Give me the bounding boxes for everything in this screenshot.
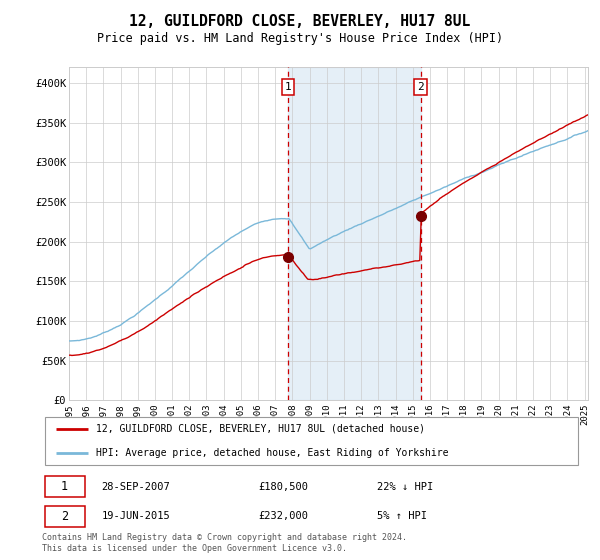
- FancyBboxPatch shape: [45, 506, 85, 527]
- Text: 12, GUILDFORD CLOSE, BEVERLEY, HU17 8UL (detached house): 12, GUILDFORD CLOSE, BEVERLEY, HU17 8UL …: [96, 424, 425, 434]
- Text: £180,500: £180,500: [258, 482, 308, 492]
- Text: Price paid vs. HM Land Registry's House Price Index (HPI): Price paid vs. HM Land Registry's House …: [97, 32, 503, 45]
- Text: 22% ↓ HPI: 22% ↓ HPI: [377, 482, 433, 492]
- FancyBboxPatch shape: [45, 476, 85, 497]
- Text: 2: 2: [417, 82, 424, 92]
- Text: HPI: Average price, detached house, East Riding of Yorkshire: HPI: Average price, detached house, East…: [96, 448, 449, 458]
- Text: Contains HM Land Registry data © Crown copyright and database right 2024.
This d: Contains HM Land Registry data © Crown c…: [42, 533, 407, 553]
- Text: 12, GUILDFORD CLOSE, BEVERLEY, HU17 8UL: 12, GUILDFORD CLOSE, BEVERLEY, HU17 8UL: [130, 14, 470, 29]
- Text: 5% ↑ HPI: 5% ↑ HPI: [377, 511, 427, 521]
- Text: 1: 1: [61, 480, 68, 493]
- Text: 19-JUN-2015: 19-JUN-2015: [101, 511, 170, 521]
- Text: 1: 1: [285, 82, 292, 92]
- Bar: [288, 67, 421, 400]
- FancyBboxPatch shape: [45, 417, 578, 465]
- Text: £232,000: £232,000: [258, 511, 308, 521]
- Text: 28-SEP-2007: 28-SEP-2007: [101, 482, 170, 492]
- Text: 2: 2: [61, 510, 68, 523]
